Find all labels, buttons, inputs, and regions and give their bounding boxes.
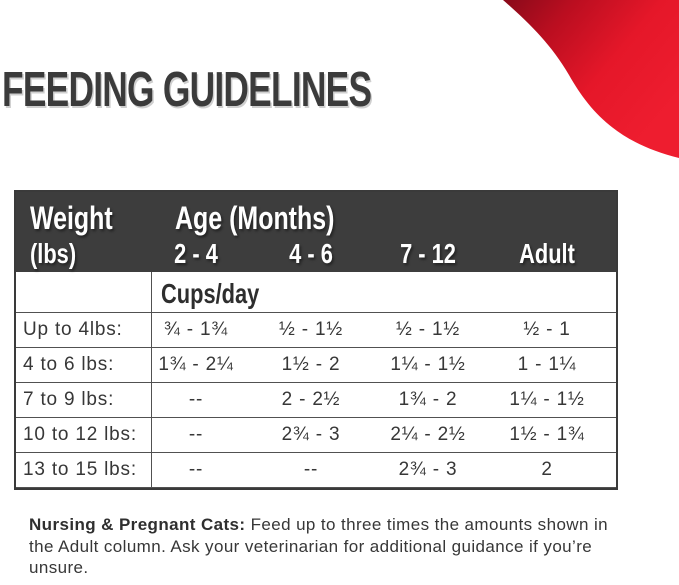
cell-value: 1¾ - 2 xyxy=(398,389,458,410)
cell-value: 2 - 2½ xyxy=(281,389,341,410)
cell-value: 2¾ - 3 xyxy=(398,459,458,480)
cell-value: ¾ - 1¾ xyxy=(164,319,228,340)
cell-value: ½ - 1 xyxy=(523,319,571,340)
row-weight-label: 7 to 9 lbs: xyxy=(23,389,115,410)
red-swoosh-shape xyxy=(503,0,679,158)
table-row: 10 to 12 lbs: -- 2¾ - 3 2¼ - 2½ 1½ - 1¾ xyxy=(16,418,616,453)
table-row: 13 to 15 lbs: -- -- 2¾ - 3 2 xyxy=(16,453,616,488)
footnote-bold-lead: Nursing & Pregnant Cats: xyxy=(29,515,246,534)
weight-units-header: (lbs) xyxy=(30,238,77,269)
page-title: FEEDING GUIDELINES xyxy=(2,63,372,117)
cell-value: 2¾ - 3 xyxy=(281,424,341,445)
row-weight-label: 13 to 15 lbs: xyxy=(23,459,137,480)
age-column-7-12: 7 - 12 xyxy=(400,238,456,269)
footnote-body-text: Feed up to three times the amounts shown… xyxy=(29,515,608,578)
cell-value: 1½ - 2 xyxy=(281,354,341,375)
cell-value: 1¾ - 2¼ xyxy=(158,354,234,375)
cups-per-day-label: Cups/day xyxy=(161,278,260,309)
cell-value: 2¼ - 2½ xyxy=(390,424,466,445)
table-row: 4 to 6 lbs: 1¾ - 2¼ 1½ - 2 1¼ - 1½ 1 - 1… xyxy=(16,348,616,383)
cell-value: -- xyxy=(188,459,204,480)
cell-value: 2 xyxy=(541,459,553,480)
row-weight-label: 4 to 6 lbs: xyxy=(23,354,115,375)
age-column-adult: Adult xyxy=(519,238,575,269)
cell-value: 1¼ - 1½ xyxy=(390,354,466,375)
units-row: Cups/day xyxy=(16,272,616,313)
feeding-guidelines-table: Weight (lbs) Age (Months) 2 - 4 4 - 6 7 … xyxy=(14,190,618,490)
row-weight-label: 10 to 12 lbs: xyxy=(23,424,137,445)
cell-value: ½ - 1½ xyxy=(279,319,343,340)
weight-header: Weight xyxy=(30,200,113,236)
nursing-pregnant-footnote: Nursing & Pregnant Cats: Feed up to thre… xyxy=(29,514,629,579)
table-header: Weight (lbs) Age (Months) 2 - 4 4 - 6 7 … xyxy=(16,192,616,272)
cell-value: 1 - 1¼ xyxy=(517,354,577,375)
table-row: 7 to 9 lbs: -- 2 - 2½ 1¾ - 2 1¼ - 1½ xyxy=(16,383,616,418)
table-row: Up to 4lbs: ¾ - 1¾ ½ - 1½ ½ - 1½ ½ - 1 xyxy=(16,313,616,348)
age-column-2-4: 2 - 4 xyxy=(174,238,218,269)
row-weight-label: Up to 4lbs: xyxy=(23,319,123,340)
cell-value: 1½ - 1¾ xyxy=(509,424,585,445)
cell-value: 1¼ - 1½ xyxy=(509,389,585,410)
age-column-4-6: 4 - 6 xyxy=(289,238,333,269)
cell-value: -- xyxy=(188,424,204,445)
column-divider xyxy=(151,272,152,488)
cell-value: -- xyxy=(188,389,204,410)
cell-value: -- xyxy=(303,459,319,480)
age-months-header: Age (Months) xyxy=(175,200,335,236)
cell-value: ½ - 1½ xyxy=(396,319,460,340)
